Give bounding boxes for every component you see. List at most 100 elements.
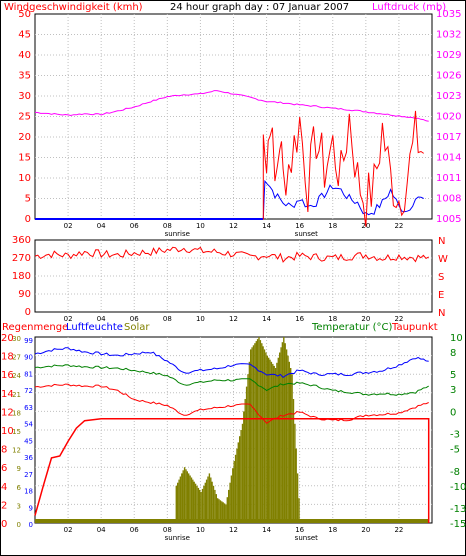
- direction-letter: N: [438, 236, 445, 247]
- solar-bar: [247, 374, 249, 523]
- solar-bar: [233, 461, 235, 523]
- x-tick-label: 18: [328, 222, 337, 230]
- sunrise-label: sunrise: [165, 230, 190, 238]
- solar-bar: [276, 362, 278, 523]
- solar-bar: [258, 337, 260, 523]
- rain-tick-label: 14: [1, 389, 14, 400]
- rain-tick-label: 20: [1, 333, 14, 344]
- x-tick-label: 18: [328, 526, 337, 534]
- pressure-axis-title: Luftdruck (mb): [372, 2, 446, 13]
- rain-tick-label: 10: [1, 426, 14, 437]
- rain-tick-label: 0: [1, 519, 7, 530]
- solar-bar: [280, 347, 282, 523]
- solar-bar: [194, 483, 197, 523]
- direction-tick-label: 360: [12, 235, 31, 246]
- solar-bar: [183, 467, 186, 523]
- sunset-label: sunset: [295, 230, 318, 238]
- x-tick-label: 06: [130, 315, 139, 323]
- solar-bar: [245, 386, 248, 523]
- solar-tick-label: 9: [17, 465, 21, 473]
- direction-letter: N: [438, 308, 445, 319]
- x-tick-label: 14: [262, 315, 271, 323]
- direction-tick-label: 270: [12, 253, 31, 264]
- solar-bar: [196, 485, 198, 523]
- solar-bar: [263, 349, 266, 523]
- solar-bar: [272, 363, 274, 523]
- pressure-tick-label: 1020: [436, 112, 461, 123]
- humidity-line: [34, 347, 429, 379]
- humidity-tick-label: 63: [24, 404, 33, 412]
- pressure-tick-label: 1011: [436, 173, 461, 184]
- solar-bar: [279, 352, 281, 523]
- solar-bar: [203, 485, 205, 523]
- temperature-tick-label: 10: [450, 333, 463, 344]
- rain-tick-label: 4: [1, 482, 7, 493]
- humidity-tick-label: 81: [24, 370, 33, 378]
- x-tick-label: 04: [97, 526, 106, 534]
- solar-bar: [274, 368, 277, 523]
- solar-bar: [281, 342, 284, 523]
- solar-bar: [197, 487, 200, 523]
- solar-bar: [240, 430, 242, 523]
- solar-bar: [210, 477, 212, 523]
- temperature-tick-label: -10: [450, 482, 466, 493]
- solar-bar: [226, 497, 228, 523]
- humidity-tick-label: 72: [24, 387, 33, 395]
- solar-bar: [248, 361, 251, 523]
- solar-bar: [266, 355, 268, 523]
- humidity-tick-label: 99: [24, 337, 33, 345]
- solar-bar: [200, 492, 202, 523]
- rain-tick-label: 6: [1, 463, 7, 474]
- solar-bar: [182, 470, 184, 523]
- x-tick-label: 06: [130, 526, 139, 534]
- solar-bar: [175, 485, 177, 523]
- solar-bar: [193, 481, 195, 523]
- solar-bar: [207, 476, 209, 523]
- solar-bar: [268, 357, 270, 523]
- wind-tick-label: 40: [18, 50, 31, 61]
- direction-letter: E: [438, 290, 444, 301]
- solar-tick-label: 6: [17, 484, 22, 492]
- solar-bar: [219, 500, 222, 523]
- temperature-tick-label: -15: [450, 519, 466, 530]
- x-tick-label: 08: [163, 222, 172, 230]
- solar-tick-label: 18: [12, 409, 21, 417]
- solar-tick-label: 0: [17, 521, 21, 529]
- solar-bar: [230, 475, 233, 523]
- solar-bar: [181, 473, 183, 523]
- temperature-tick-label: -8: [450, 467, 460, 478]
- temperature-axis-title: Temperatur (°C): [311, 322, 392, 333]
- x-tick-label: 16: [295, 315, 304, 323]
- temperature-tick-label: 5: [450, 370, 456, 381]
- solar-axis-title: Solar: [124, 322, 150, 333]
- x-tick-label: 16: [295, 222, 304, 230]
- wind-axis-title: Windgeschwindigkeit (kmh): [4, 2, 143, 13]
- solar-bar: [217, 498, 219, 523]
- solar-bar: [244, 399, 246, 523]
- pressure-tick-label: 1005: [436, 214, 461, 225]
- solar-bar: [189, 475, 191, 523]
- wind-tick-label: 5: [25, 194, 31, 205]
- solar-bar: [243, 411, 245, 523]
- solar-bar: [192, 479, 194, 523]
- solar-bar: [208, 473, 211, 523]
- solar-bar: [232, 468, 234, 523]
- x-tick-label: 02: [64, 526, 73, 534]
- x-tick-label: 02: [64, 315, 73, 323]
- solar-tick-label: 21: [12, 391, 21, 399]
- x-tick-label: 20: [361, 315, 370, 323]
- sunrise-label: sunrise: [165, 534, 190, 542]
- wind-tick-label: 10: [18, 173, 31, 184]
- x-tick-label: 10: [196, 315, 205, 323]
- solar-bar: [270, 361, 273, 523]
- x-tick-label: 14: [262, 526, 271, 534]
- pressure-tick-label: 1008: [436, 194, 461, 205]
- solar-bar: [205, 479, 208, 523]
- x-tick-label: 12: [229, 526, 238, 534]
- temperature-tick-label: -13: [450, 504, 466, 515]
- rain-tick-label: 8: [1, 445, 7, 456]
- solar-bar: [261, 343, 263, 523]
- solar-bar: [241, 423, 244, 523]
- solar-bar: [285, 349, 288, 523]
